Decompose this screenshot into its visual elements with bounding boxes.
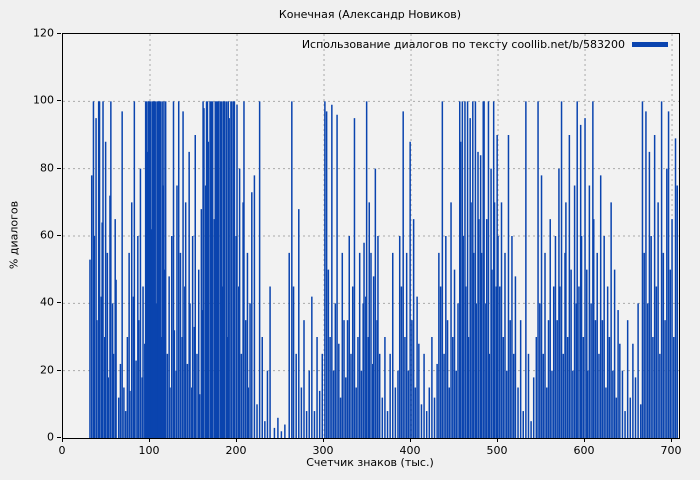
y-tick-mark (57, 167, 61, 169)
impulse-chart (63, 34, 679, 438)
chart-title: Конечная (Александр Новиков) (278, 8, 462, 21)
y-tick-label: 80 (40, 161, 54, 175)
x-tick-label: 0 (58, 444, 66, 457)
x-tick-mark (149, 438, 150, 442)
legend-color-swatch (632, 42, 668, 47)
x-tick-mark (410, 438, 412, 442)
y-tick-label: 20 (40, 363, 54, 377)
y-tick-label: 40 (40, 295, 54, 309)
y-tick-mark (57, 100, 61, 102)
x-tick-label: 400 (399, 444, 421, 457)
x-tick-label: 500 (486, 444, 508, 457)
x-tick-label: 600 (573, 444, 595, 457)
x-tick-mark (236, 438, 237, 442)
x-tick-label: 300 (312, 444, 334, 457)
y-tick-mark (57, 369, 61, 371)
x-tick-label: 700 (660, 444, 682, 457)
x-tick-mark (671, 438, 673, 442)
y-tick-mark (57, 235, 61, 236)
y-tick-label: 120 (33, 26, 54, 40)
x-tick-label: 100 (138, 444, 160, 457)
x-axis-label: Счетчик знаков (тыс.) (306, 456, 434, 469)
y-tick-mark (57, 302, 61, 304)
x-tick-mark (323, 438, 325, 442)
y-tick-mark (57, 33, 61, 34)
y-tick-label: 100 (33, 93, 54, 107)
legend-label: Использование диалогов по тексту coollib… (301, 38, 625, 51)
plot-area: Использование диалогов по тексту coollib… (62, 33, 680, 439)
x-tick-mark (62, 438, 63, 442)
chart-legend: Использование диалогов по тексту coollib… (302, 38, 668, 51)
y-tick-label: 0 (47, 430, 54, 444)
x-tick-label: 200 (225, 444, 247, 457)
y-tick-label: 60 (40, 228, 54, 242)
x-tick-mark (584, 438, 586, 442)
y-tick-mark (57, 437, 61, 438)
x-tick-mark (497, 438, 499, 442)
